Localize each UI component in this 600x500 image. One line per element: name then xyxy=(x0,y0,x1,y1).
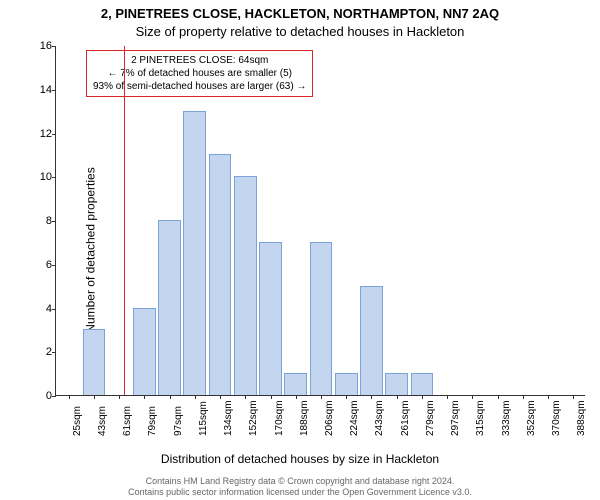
x-tick-label: 97sqm xyxy=(173,406,184,436)
x-tick-mark xyxy=(371,395,372,399)
y-tick-mark xyxy=(52,90,56,91)
x-tick-label: 279sqm xyxy=(425,400,436,436)
histogram-bar xyxy=(284,373,307,395)
chart-subtitle: Size of property relative to detached ho… xyxy=(0,24,600,39)
histogram-bar xyxy=(83,329,106,395)
x-tick-label: 206sqm xyxy=(324,400,335,436)
x-tick-mark xyxy=(472,395,473,399)
x-tick-mark xyxy=(94,395,95,399)
x-tick-label: 370sqm xyxy=(551,400,562,436)
y-tick-mark xyxy=(52,177,56,178)
x-tick-label: 79sqm xyxy=(147,406,158,436)
x-tick-mark xyxy=(69,395,70,399)
x-tick-label: 243sqm xyxy=(374,400,385,436)
y-tick-label: 12 xyxy=(28,128,52,140)
y-tick-label: 8 xyxy=(28,215,52,227)
x-tick-label: 224sqm xyxy=(349,400,360,436)
histogram-bar xyxy=(259,242,282,395)
x-tick-mark xyxy=(397,395,398,399)
x-tick-label: 297sqm xyxy=(450,400,461,436)
y-tick-mark xyxy=(52,309,56,310)
x-tick-mark xyxy=(195,395,196,399)
annotation-box: 2 PINETREES CLOSE: 64sqm ← 7% of detache… xyxy=(86,50,313,97)
x-tick-mark xyxy=(119,395,120,399)
x-tick-label: 333sqm xyxy=(501,400,512,436)
footer-attribution: Contains HM Land Registry data © Crown c… xyxy=(0,476,600,498)
x-tick-mark xyxy=(245,395,246,399)
histogram-bar xyxy=(158,220,181,395)
y-tick-mark xyxy=(52,396,56,397)
histogram-bar xyxy=(133,308,156,396)
y-tick-label: 10 xyxy=(28,171,52,183)
x-tick-label: 261sqm xyxy=(400,400,411,436)
histogram-chart: 2, PINETREES CLOSE, HACKLETON, NORTHAMPT… xyxy=(0,0,600,500)
histogram-bar xyxy=(411,373,434,395)
x-tick-label: 134sqm xyxy=(223,400,234,436)
property-marker-line xyxy=(124,46,125,395)
x-tick-mark xyxy=(144,395,145,399)
histogram-bar xyxy=(209,154,232,395)
x-tick-mark xyxy=(346,395,347,399)
x-axis-label: Distribution of detached houses by size … xyxy=(0,452,600,466)
y-tick-mark xyxy=(52,134,56,135)
y-tick-mark xyxy=(52,221,56,222)
x-tick-mark xyxy=(523,395,524,399)
x-tick-mark xyxy=(548,395,549,399)
histogram-bar xyxy=(310,242,333,395)
x-tick-mark xyxy=(220,395,221,399)
x-tick-label: 188sqm xyxy=(299,400,310,436)
x-tick-mark xyxy=(321,395,322,399)
x-tick-label: 152sqm xyxy=(248,400,259,436)
x-tick-mark xyxy=(498,395,499,399)
x-tick-mark xyxy=(573,395,574,399)
x-tick-mark xyxy=(447,395,448,399)
y-tick-label: 4 xyxy=(28,303,52,315)
footer-line1: Contains HM Land Registry data © Crown c… xyxy=(0,476,600,487)
x-tick-mark xyxy=(422,395,423,399)
chart-title: 2, PINETREES CLOSE, HACKLETON, NORTHAMPT… xyxy=(0,6,600,21)
x-tick-mark xyxy=(271,395,272,399)
plot-area: 2 PINETREES CLOSE: 64sqm ← 7% of detache… xyxy=(55,46,585,396)
x-tick-label: 25sqm xyxy=(72,406,83,436)
y-tick-mark xyxy=(52,352,56,353)
x-tick-label: 352sqm xyxy=(526,400,537,436)
x-tick-label: 315sqm xyxy=(475,400,486,436)
x-tick-label: 43sqm xyxy=(97,406,108,436)
y-tick-label: 14 xyxy=(28,84,52,96)
y-tick-label: 2 xyxy=(28,346,52,358)
x-tick-label: 170sqm xyxy=(274,400,285,436)
x-tick-label: 115sqm xyxy=(198,401,209,436)
y-tick-mark xyxy=(52,46,56,47)
x-tick-mark xyxy=(296,395,297,399)
x-tick-label: 61sqm xyxy=(122,406,133,436)
y-tick-mark xyxy=(52,265,56,266)
histogram-bar xyxy=(360,286,383,395)
y-tick-label: 16 xyxy=(28,40,52,52)
y-tick-label: 6 xyxy=(28,259,52,271)
y-tick-label: 0 xyxy=(28,390,52,402)
x-tick-label: 388sqm xyxy=(576,400,587,436)
histogram-bar xyxy=(335,373,358,395)
histogram-bar xyxy=(183,111,206,395)
histogram-bar xyxy=(385,373,408,395)
histogram-bar xyxy=(234,176,257,395)
footer-line2: Contains public sector information licen… xyxy=(0,487,600,498)
x-tick-mark xyxy=(170,395,171,399)
